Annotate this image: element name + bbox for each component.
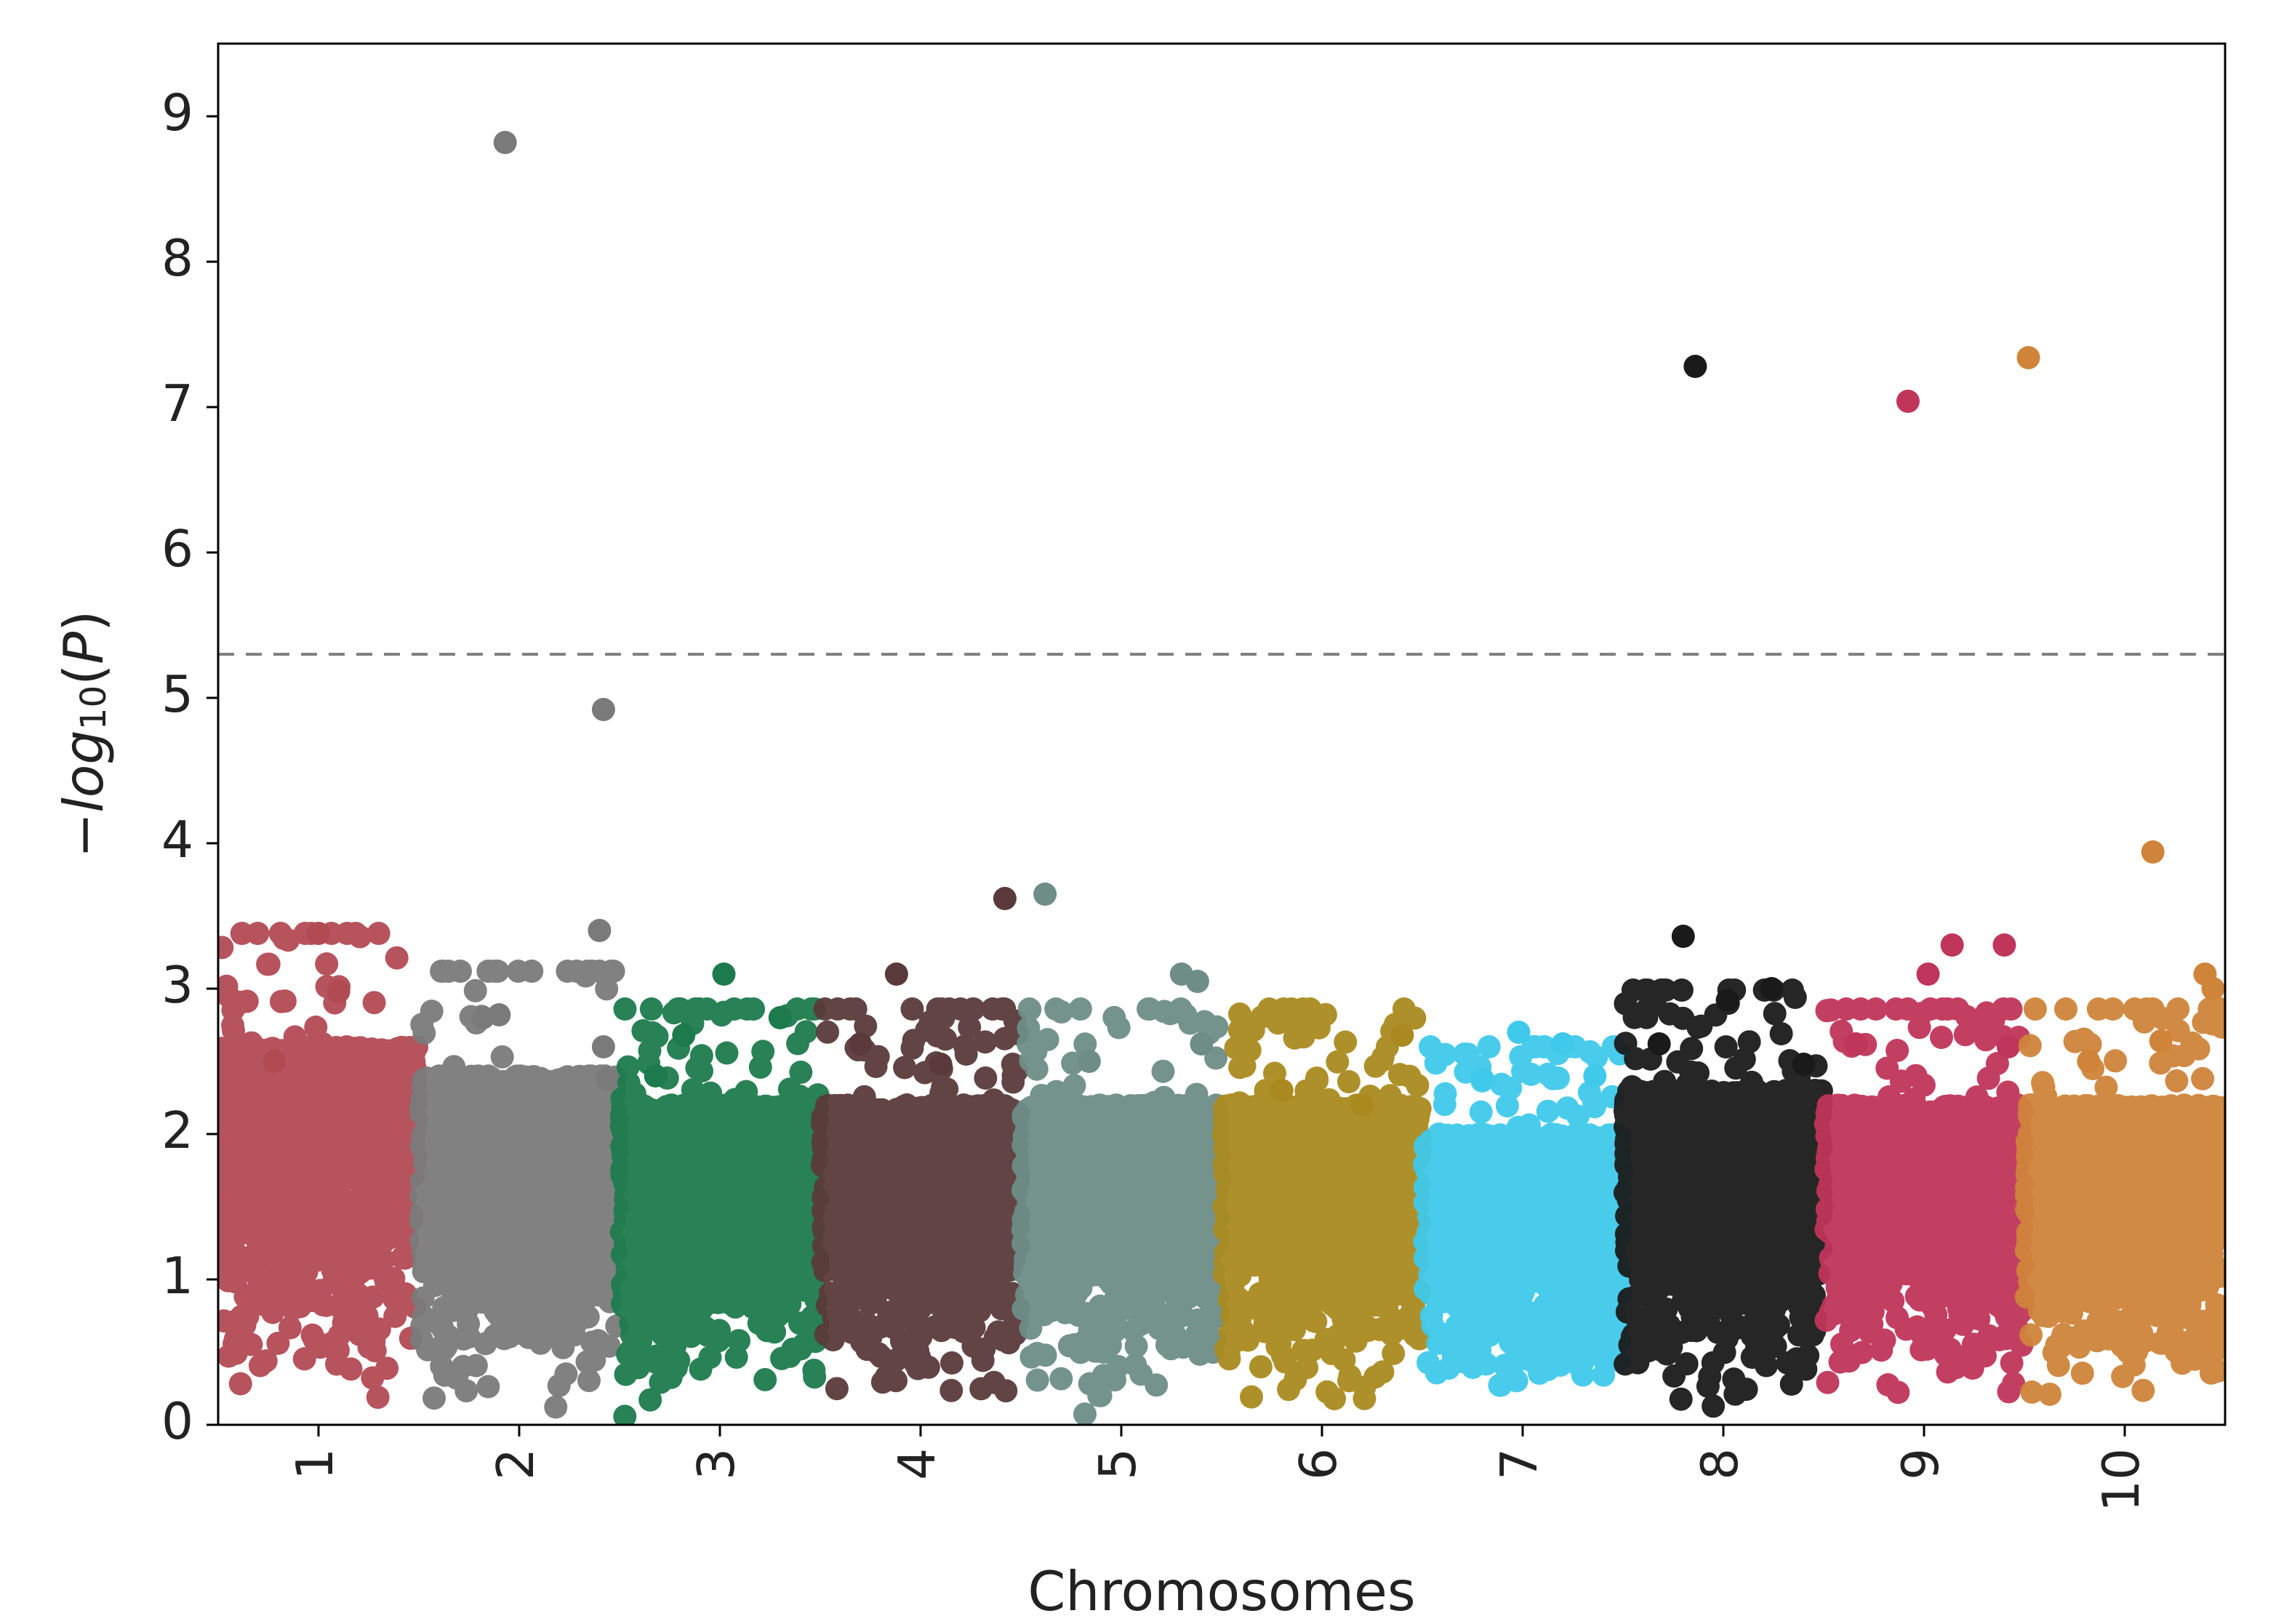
chrom-4-outlier [929, 1053, 953, 1076]
chrom-8-outlier [1648, 1032, 1671, 1056]
chrom-5-outlier [1033, 883, 1057, 906]
y-tick-label: 3 [161, 957, 193, 1015]
chrom-3-outlier [644, 1064, 668, 1088]
x-axis-label: Chromosomes [1027, 1560, 1415, 1623]
chrom-9-outlier [1992, 933, 2016, 957]
chrom-2-outlier [592, 698, 615, 721]
chrom-2-outlier [588, 919, 611, 942]
x-tick-label: 7 [1491, 1448, 1549, 1480]
chrom-6-outlier [1350, 1093, 1374, 1117]
chrom-3-body [610, 997, 830, 1428]
chrom-6-outlier [1390, 1024, 1414, 1047]
y-tick-label: 4 [161, 811, 193, 869]
y-tick-label: 2 [161, 1102, 193, 1160]
x-tick-label: 1 [286, 1448, 345, 1480]
chrom-8-outlier [1716, 989, 1739, 1012]
chrom-10-outlier [2141, 840, 2165, 864]
y-axis-label: −log10(P) [52, 611, 116, 859]
chrom-1-outlier [263, 1050, 286, 1073]
chrom-8-outlier [1672, 925, 1695, 948]
y-tick-label: 1 [161, 1247, 193, 1306]
x-tick-label: 2 [487, 1448, 545, 1480]
chrom-2-outlier [596, 1067, 619, 1090]
chrom-9-outlier [1917, 962, 1940, 986]
x-tick-label: 3 [688, 1448, 746, 1480]
manhattan-plot-svg: 0 1 2 3 4 5 6 7 8 9 1 2 3 4 5 6 7 8 9 10 Chromosomes −log10(P… [0, 0, 2276, 1624]
chrom-2-outlier [592, 1035, 615, 1058]
chrom-9-outlier [1997, 1035, 2020, 1058]
chrom-4-outlier [993, 887, 1017, 910]
chrom-5-outlier [1186, 970, 1209, 993]
chrom-8-outlier [1792, 1053, 1815, 1076]
x-tick-label: 4 [889, 1448, 947, 1480]
chrom-9-outlier [1844, 1032, 1867, 1056]
y-tick-label: 9 [161, 84, 193, 142]
x-tick-label: 6 [1290, 1448, 1348, 1480]
x-tick-label: 10 [2093, 1448, 2151, 1512]
y-tick-label: 5 [161, 666, 193, 724]
chrom-9-outlier [1896, 390, 1920, 413]
chrom-8-outlier [1683, 355, 1707, 378]
svg-text:−log10(P): −log10(P) [52, 611, 116, 859]
chrom-7-outlier [1471, 1067, 1494, 1090]
chrom-6-outlier [1270, 1079, 1294, 1102]
chrom-10-outlier [2201, 977, 2224, 1000]
chrom-3-outlier [713, 962, 736, 986]
x-tick-label: 9 [1892, 1448, 1950, 1480]
chrom-3-outlier [672, 1024, 695, 1047]
y-tick-label: 8 [161, 230, 193, 288]
y-tick-label: 6 [161, 520, 193, 579]
chrom-1-outlier [327, 980, 350, 1003]
chrom-7-outlier [1507, 1021, 1530, 1044]
chrom-7-outlier [1551, 1032, 1574, 1056]
chrom-2-outlier [487, 1003, 510, 1026]
x-tick-label: 8 [1691, 1448, 1750, 1480]
chrom-3-outlier [769, 1006, 792, 1029]
x-tick-label: 5 [1089, 1448, 1147, 1480]
chrom-4-outlier [885, 962, 908, 986]
chrom-10-outlier [2077, 1050, 2100, 1073]
chrom-1-outlier [307, 922, 330, 945]
chrom-8-outlier [1760, 977, 1783, 1000]
y-tick-label: 0 [161, 1393, 193, 1451]
chrom-7-outlier [1583, 1064, 1606, 1088]
chrom-5-outlier [1190, 1032, 1213, 1056]
y-tick-label: 7 [161, 375, 193, 433]
chrom-5-outlier [1078, 1050, 1101, 1073]
chrom-2-outlier [494, 131, 517, 154]
chrom-10-outlier [2017, 346, 2040, 369]
chrom-4-outlier [849, 1032, 872, 1056]
chrom-10-outlier [2149, 1029, 2173, 1053]
chart-container: 0 1 2 3 4 5 6 7 8 9 1 2 3 4 5 6 7 8 9 10 Chromosomes −log10(P… [0, 0, 2276, 1624]
chrom-9-outlier [1941, 933, 1964, 957]
